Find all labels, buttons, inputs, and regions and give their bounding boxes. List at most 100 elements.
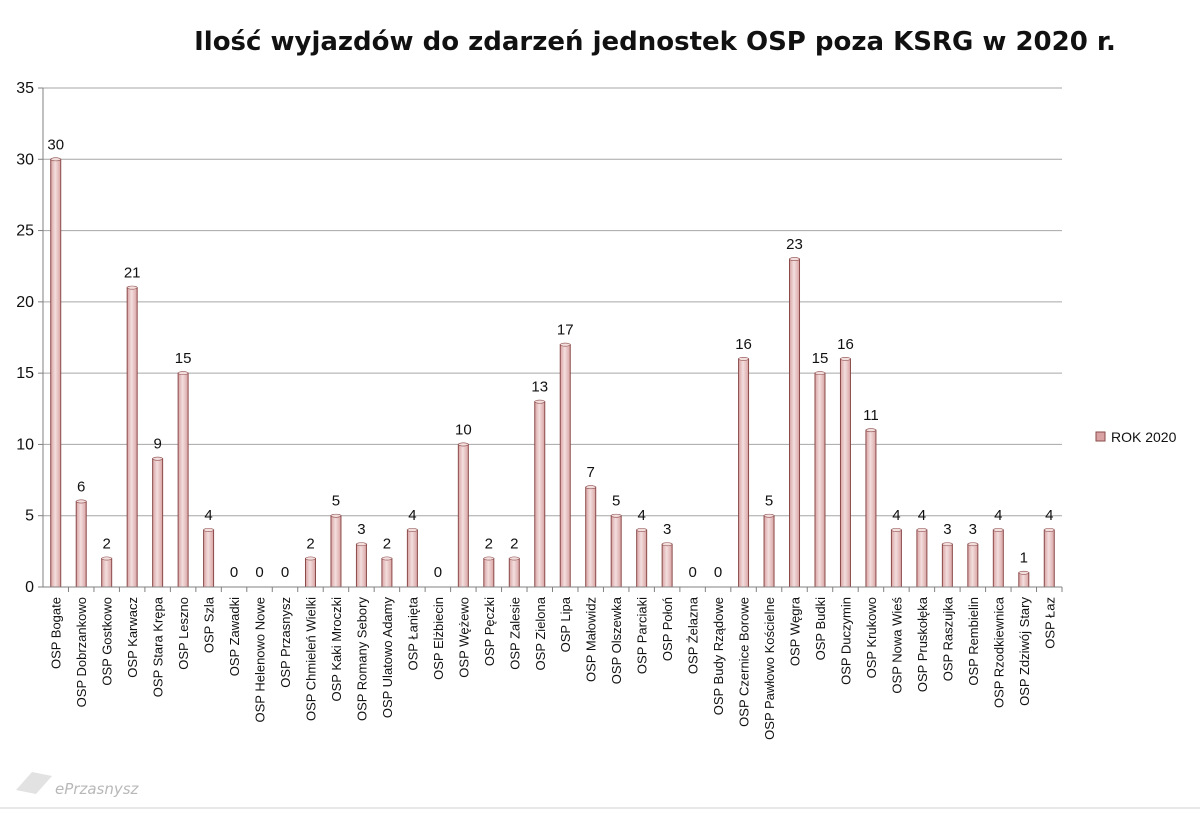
x-tick-label: OSP Kaki Mroczki — [329, 597, 344, 702]
bar — [636, 529, 648, 588]
data-label: 23 — [786, 236, 803, 253]
bar — [152, 458, 164, 588]
x-tick-label: OSP Chmieleń Wielki — [303, 597, 318, 721]
y-axis-ticks: 0 5 10 15 20 25 30 35 — [16, 80, 43, 596]
bar — [508, 557, 520, 588]
legend-label: ROK 2020 — [1111, 429, 1177, 445]
bar-top — [1043, 528, 1055, 532]
bar-top — [610, 513, 622, 518]
bar — [177, 372, 189, 588]
bar-top — [865, 428, 877, 433]
bar — [992, 529, 1004, 588]
x-tick-label: OSP Raszujka — [940, 596, 955, 681]
data-label: 4 — [918, 507, 926, 524]
x-tick-label: OSP Żelazna — [686, 596, 701, 674]
y-tick-label: 25 — [16, 223, 34, 240]
bar — [916, 529, 928, 588]
bar-top — [840, 356, 851, 361]
data-label: 0 — [434, 564, 442, 581]
x-tick-label: OSP Łanięta — [405, 596, 420, 670]
x-tick-label: OSP Karwacz — [125, 597, 140, 678]
bar-top — [967, 542, 979, 547]
x-tick-label: OSP Olszewka — [609, 596, 624, 684]
x-tick-label: OSP Ulatowo Adamy — [380, 597, 395, 719]
legend-swatch — [1095, 431, 1106, 442]
data-label: 13 — [531, 379, 548, 396]
data-label: 21 — [124, 265, 141, 282]
bar-top — [483, 556, 495, 561]
watermark-icon — [16, 772, 52, 794]
data-label: 3 — [357, 521, 365, 538]
bar — [865, 429, 877, 588]
data-label: 17 — [557, 322, 574, 339]
bar-top — [75, 499, 87, 504]
data-label: 5 — [765, 493, 773, 510]
data-label: 2 — [306, 535, 314, 552]
bar — [585, 486, 597, 588]
x-tick-label: OSP Dobrzankowo — [74, 597, 89, 707]
data-label: 2 — [103, 535, 111, 552]
bar — [304, 557, 316, 588]
bar — [890, 529, 902, 588]
y-tick-label: 30 — [16, 151, 34, 168]
bar — [941, 543, 953, 588]
bar-top — [993, 528, 1004, 532]
data-label: 16 — [735, 336, 752, 353]
x-tick-label: OSP Przasnysz — [278, 597, 293, 688]
y-tick-label: 10 — [16, 436, 34, 453]
data-label: 11 — [863, 407, 879, 424]
y-tick-label: 5 — [25, 508, 34, 525]
watermark-logo: ePrzasnysz — [16, 772, 140, 798]
x-tick-label: OSP Pruskołęka — [915, 596, 930, 692]
legend: ROK 2020 — [1095, 429, 1177, 445]
data-label: 15 — [175, 350, 192, 367]
x-tick-label: OSP Zawadki — [227, 597, 242, 676]
data-label: 2 — [383, 535, 391, 552]
data-label: 0 — [230, 564, 238, 581]
bar — [50, 158, 62, 588]
x-tick-label: OSP Połoń — [660, 597, 675, 661]
x-tick-label: OSP Wężewo — [456, 597, 471, 678]
x-tick-label: OSP Rzodkiewnica — [991, 596, 1006, 708]
x-tick-label: OSP Parciaki — [635, 597, 650, 674]
data-label: 2 — [510, 535, 518, 552]
bar — [738, 358, 750, 588]
data-label: 4 — [892, 507, 900, 524]
data-label: 0 — [255, 564, 263, 581]
data-label: 30 — [47, 136, 64, 153]
x-tick-label: OSP Helenowo Nowe — [253, 597, 268, 723]
gridlines — [43, 87, 1062, 517]
x-tick-label: OSP Pęczki — [482, 597, 497, 666]
bar — [559, 344, 571, 588]
x-tick-label: OSP Bogate — [49, 597, 64, 669]
bar-top — [1018, 570, 1030, 575]
data-label: 4 — [204, 507, 212, 524]
data-label: 3 — [969, 521, 977, 538]
y-tick-label: 15 — [16, 365, 34, 382]
bar-top — [942, 542, 953, 547]
bar — [814, 372, 826, 588]
data-label: 0 — [714, 564, 722, 581]
bar-top — [177, 371, 189, 376]
bar-top — [203, 528, 214, 532]
x-tick-label: OSP Gostkowo — [100, 597, 115, 686]
x-tick-label: OSP Duczymin — [838, 597, 853, 685]
x-tick-label: OSP Zielona — [533, 596, 548, 670]
bar — [406, 529, 418, 588]
bar-top — [789, 257, 800, 261]
x-tick-label: OSP Szla — [202, 596, 217, 653]
bar — [75, 500, 87, 588]
data-label: 4 — [408, 507, 416, 524]
x-tick-label: OSP Budy Rządowe — [711, 597, 726, 715]
bar — [483, 557, 495, 588]
data-label: 2 — [485, 535, 493, 552]
x-tick-label: OSP Rembielin — [966, 597, 981, 686]
x-tick-label: OSP Węgra — [788, 596, 803, 666]
bar-top — [814, 371, 826, 376]
x-tick-label: OSP Małowidz — [584, 597, 599, 682]
x-tick-label: OSP Nowa Wieś — [889, 597, 904, 694]
bar — [763, 515, 775, 588]
bar — [1043, 529, 1055, 588]
bar-top — [152, 456, 163, 461]
